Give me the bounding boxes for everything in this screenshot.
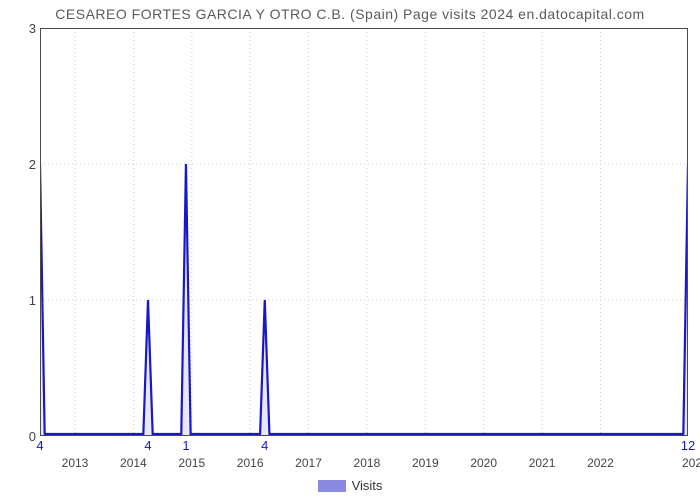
x-tick-label: 2020 <box>470 456 497 470</box>
legend-label: Visits <box>352 478 383 493</box>
legend: Visits <box>0 478 700 493</box>
x-tick-label: 2016 <box>237 456 264 470</box>
plot-svg <box>40 28 688 436</box>
plot-area <box>40 28 688 436</box>
legend-swatch <box>318 480 346 492</box>
x-tick-label: 2017 <box>295 456 322 470</box>
x-below-label: 4 <box>36 438 43 453</box>
x-below-label: 1 <box>182 438 189 453</box>
x-tick-label: 2018 <box>354 456 381 470</box>
y-tick-label: 3 <box>14 21 36 36</box>
x-tick-label: 2013 <box>62 456 89 470</box>
x-tick-label: 2022 <box>587 456 614 470</box>
y-tick-label: 2 <box>14 157 36 172</box>
x-tick-label-edge: 202 <box>682 456 700 470</box>
x-below-label: 12 <box>681 438 695 453</box>
y-tick-label: 1 <box>14 293 36 308</box>
y-tick-label: 0 <box>14 429 36 444</box>
chart-container: CESAREO FORTES GARCIA Y OTRO C.B. (Spain… <box>0 0 700 500</box>
x-tick-label: 2014 <box>120 456 147 470</box>
x-tick-label: 2021 <box>529 456 556 470</box>
x-below-label: 4 <box>144 438 151 453</box>
chart-title: CESAREO FORTES GARCIA Y OTRO C.B. (Spain… <box>0 6 700 22</box>
x-below-label: 4 <box>261 438 268 453</box>
x-tick-label: 2015 <box>178 456 205 470</box>
x-tick-label: 2019 <box>412 456 439 470</box>
